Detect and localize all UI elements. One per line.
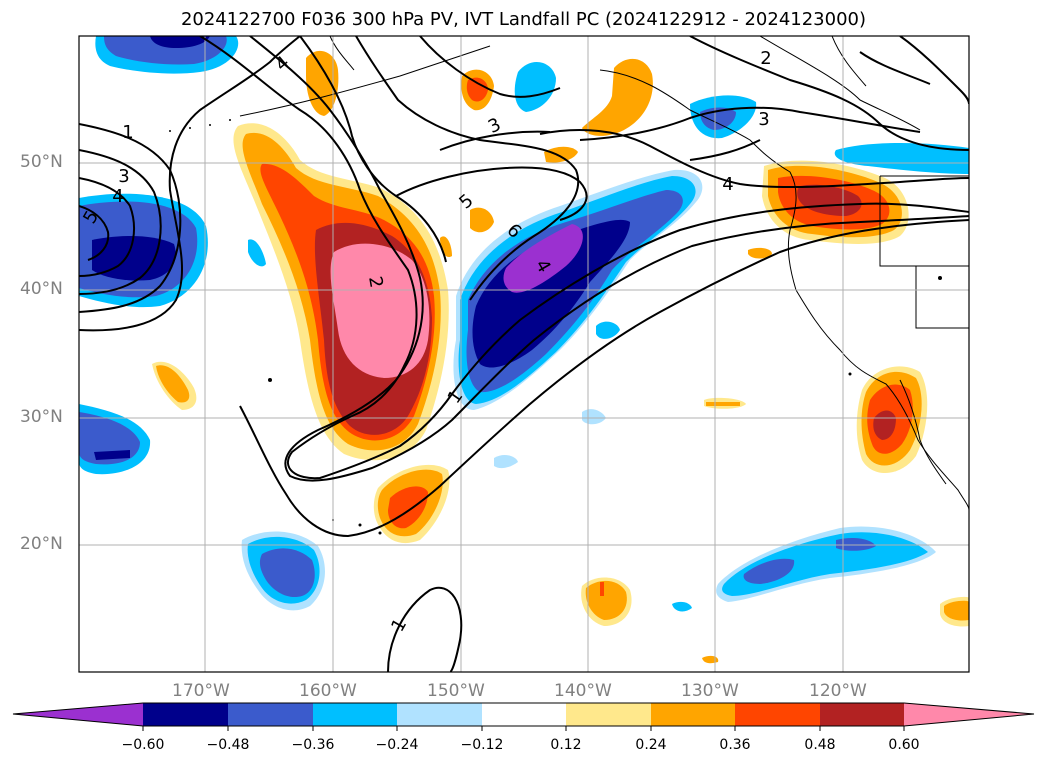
contour-label: 4 bbox=[722, 174, 733, 195]
colorbar-segment bbox=[482, 703, 566, 726]
map-frame bbox=[78, 35, 970, 673]
contour-label: 3 bbox=[118, 166, 129, 187]
colorbar-tick-label: −0.60 bbox=[121, 737, 165, 753]
contour-label: 2 bbox=[760, 48, 771, 69]
colorbar-tick-label: 0.12 bbox=[550, 737, 582, 753]
pv-contours bbox=[79, 36, 969, 672]
colorbar-tick-label: 0.60 bbox=[888, 737, 920, 753]
lat-label: 40°N bbox=[20, 279, 63, 299]
colorbar bbox=[12, 702, 1035, 731]
map-title: 2024122700 F036 300 hPa PV, IVT Landfall… bbox=[180, 9, 867, 30]
lat-label: 30°N bbox=[20, 407, 63, 427]
colorbar-segment bbox=[143, 703, 228, 726]
colorbar-segment bbox=[397, 703, 482, 726]
colorbar-tick-label: −0.48 bbox=[206, 737, 250, 753]
colorbar-extend-max bbox=[904, 703, 1034, 726]
colorbar-tick-label: 0.48 bbox=[804, 737, 836, 753]
lat-label: 20°N bbox=[20, 534, 63, 554]
colorbar-segment bbox=[651, 703, 735, 726]
colorbar-extend-min bbox=[13, 703, 143, 726]
lat-label: 50°N bbox=[20, 152, 63, 172]
colorbar-tick-label: −0.24 bbox=[375, 737, 419, 753]
contour-label: 4 bbox=[112, 186, 123, 207]
colorbar-tick-label: −0.12 bbox=[460, 737, 504, 753]
colorbar-tick-label: −0.36 bbox=[291, 737, 335, 753]
colorbar-segment bbox=[313, 703, 397, 726]
negative-anomaly-north-2 bbox=[514, 61, 556, 112]
negative-anomaly-west bbox=[79, 193, 208, 308]
positive-anomaly-central bbox=[233, 123, 449, 461]
contour-label: 3 bbox=[758, 109, 769, 130]
lon-label: 170°W bbox=[172, 681, 230, 701]
lon-label: 120°W bbox=[809, 681, 867, 701]
colorbar-segment bbox=[820, 703, 904, 726]
contour-label: 2 bbox=[364, 275, 387, 290]
lon-label: 140°W bbox=[554, 681, 612, 701]
colorbar-segment bbox=[228, 703, 313, 726]
lon-label: 130°W bbox=[681, 681, 739, 701]
colorbar-segment bbox=[566, 703, 651, 726]
colorbar-tick-label: 0.36 bbox=[719, 737, 751, 753]
lon-label: 160°W bbox=[299, 681, 357, 701]
contour-label: 1 bbox=[122, 122, 133, 143]
graticule bbox=[79, 36, 969, 672]
colorbar-segment bbox=[735, 703, 820, 726]
colorbar-tick-label: 0.24 bbox=[635, 737, 667, 753]
lon-label: 150°W bbox=[427, 681, 485, 701]
